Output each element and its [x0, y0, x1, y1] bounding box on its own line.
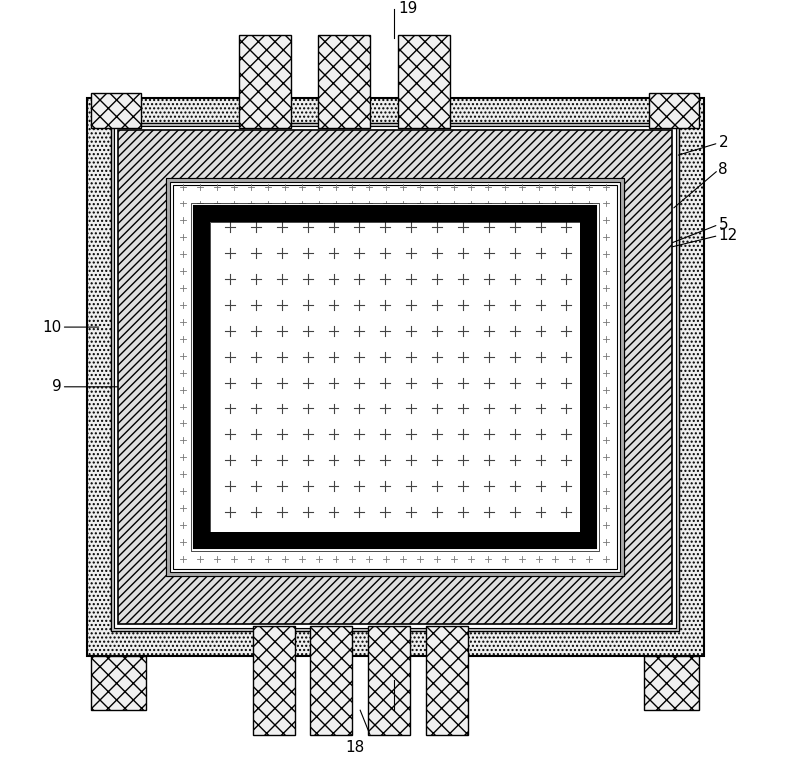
- Bar: [398, 36, 450, 128]
- Text: 12: 12: [718, 228, 738, 243]
- Text: 5: 5: [718, 217, 728, 232]
- Bar: [426, 625, 468, 735]
- Bar: [194, 206, 596, 548]
- Bar: [118, 130, 672, 624]
- Bar: [649, 93, 698, 128]
- Bar: [166, 178, 624, 576]
- Text: 17: 17: [387, 718, 406, 733]
- Bar: [191, 203, 599, 551]
- Bar: [91, 656, 146, 711]
- Text: 10: 10: [42, 320, 62, 334]
- Bar: [170, 182, 620, 572]
- Text: 8: 8: [718, 163, 728, 177]
- Bar: [173, 185, 617, 569]
- Bar: [210, 222, 580, 532]
- Text: 9: 9: [52, 379, 62, 394]
- Bar: [644, 656, 698, 711]
- Bar: [91, 93, 142, 128]
- Bar: [238, 36, 290, 128]
- Bar: [310, 625, 352, 735]
- Bar: [210, 222, 580, 532]
- Bar: [114, 126, 676, 628]
- Bar: [166, 178, 624, 576]
- Text: 18: 18: [346, 740, 365, 755]
- Bar: [318, 36, 370, 128]
- Bar: [86, 98, 703, 656]
- Text: 19: 19: [398, 1, 418, 16]
- Bar: [111, 123, 678, 631]
- Bar: [111, 123, 678, 631]
- Bar: [253, 625, 294, 735]
- Text: 2: 2: [718, 135, 728, 150]
- Bar: [368, 625, 410, 735]
